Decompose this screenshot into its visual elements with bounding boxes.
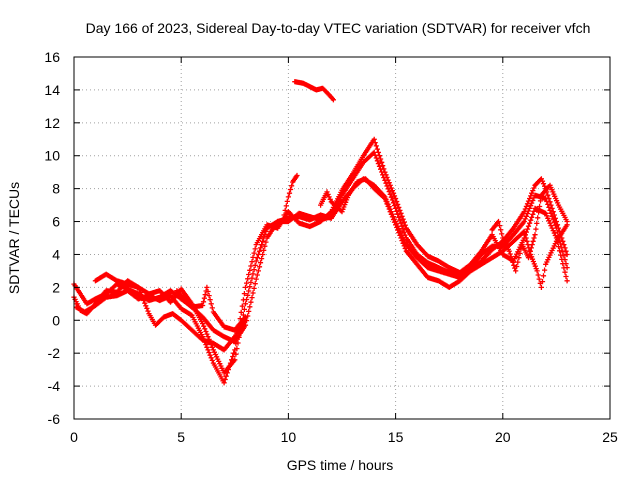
y-tick-label: 10 — [44, 148, 60, 164]
series-track-2 — [71, 149, 570, 376]
x-tick-label: 20 — [495, 429, 511, 445]
y-tick-label: 12 — [44, 115, 60, 131]
series-track-6 — [281, 172, 300, 218]
y-tick-label: -6 — [48, 411, 61, 427]
x-tick-label: 25 — [602, 429, 618, 445]
y-tick-label: -4 — [48, 378, 61, 394]
y-tick-label: 16 — [44, 49, 60, 65]
series-track-3 — [73, 136, 570, 386]
y-tick-label: 14 — [44, 82, 60, 98]
data-point-markers — [318, 176, 570, 290]
plot-area-border — [73, 56, 611, 420]
x-tick-label: 10 — [281, 429, 297, 445]
y-tick-label: -2 — [48, 345, 61, 361]
x-tick-label: 15 — [388, 429, 404, 445]
data-point-markers — [73, 136, 570, 386]
y-axis-label: SDTVAR / TECUs — [6, 182, 22, 294]
data-point-markers — [71, 149, 570, 376]
data-point-markers — [174, 284, 249, 333]
data-point-markers — [281, 172, 300, 218]
x-tick-label: 5 — [177, 429, 185, 445]
y-tick-label: 8 — [52, 181, 60, 197]
data-point-markers — [489, 182, 570, 274]
y-tick-label: 2 — [52, 279, 60, 295]
data-points — [71, 79, 570, 386]
x-tick-label: 0 — [70, 429, 78, 445]
y-tick-label: 0 — [52, 312, 60, 328]
chart-title: Day 166 of 2023, Sidereal Day-to-day VTE… — [86, 20, 591, 36]
y-tick-label: 4 — [52, 246, 60, 262]
x-axis-label: GPS time / hours — [287, 457, 394, 473]
gridlines — [74, 57, 610, 419]
series-track-8 — [489, 182, 570, 274]
series-track-5 — [174, 284, 249, 333]
y-tick-label: 6 — [52, 214, 60, 230]
series-track-4 — [92, 271, 249, 353]
series-track-9 — [292, 79, 336, 103]
axis-ticks: 0 5 10 15 20 25 -6 -4 -2 0 2 4 6 8 10 12 14 16 — [44, 49, 618, 445]
series-track-7 — [318, 176, 570, 290]
data-point-markers — [292, 79, 336, 103]
data-point-markers — [92, 271, 249, 353]
